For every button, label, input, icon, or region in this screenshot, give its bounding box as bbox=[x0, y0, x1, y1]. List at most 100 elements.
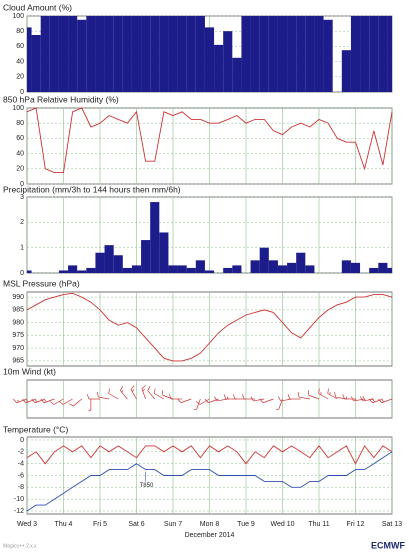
barb-staff bbox=[120, 391, 127, 399]
barb-staff bbox=[73, 399, 81, 406]
bar bbox=[241, 16, 250, 92]
barb-feather bbox=[13, 399, 16, 403]
barb-feather bbox=[97, 392, 98, 397]
barb-staff bbox=[63, 399, 73, 405]
bar bbox=[132, 16, 141, 92]
bar bbox=[41, 16, 50, 92]
bar bbox=[278, 16, 287, 92]
y-tick-label: 2 bbox=[20, 219, 24, 226]
bar bbox=[360, 16, 369, 92]
barb-staff bbox=[148, 391, 155, 399]
y-tick-label: 40 bbox=[16, 58, 24, 65]
barb-feather bbox=[360, 397, 363, 401]
panel-title: MSL Pressure (hPa) bbox=[3, 278, 80, 288]
barb-feather bbox=[142, 385, 146, 388]
bar bbox=[223, 31, 232, 92]
bar bbox=[187, 268, 196, 273]
y-tick-label: -8 bbox=[18, 484, 24, 491]
bar bbox=[132, 265, 141, 273]
bar bbox=[68, 16, 77, 92]
bar bbox=[159, 16, 168, 92]
x-tick-label: Thu 4 bbox=[55, 521, 73, 528]
y-tick-label: 20 bbox=[16, 74, 24, 81]
bar bbox=[378, 263, 387, 273]
wind-barb bbox=[131, 386, 137, 399]
panel-title: 10m Wind (kt) bbox=[3, 366, 56, 376]
bar bbox=[232, 265, 241, 273]
barb-feather bbox=[45, 400, 47, 402]
bar bbox=[305, 16, 314, 92]
bar bbox=[168, 16, 177, 92]
barb-feather bbox=[278, 397, 281, 401]
y-tick-label: -4 bbox=[18, 460, 24, 467]
bar bbox=[105, 245, 114, 273]
bar bbox=[305, 265, 314, 273]
bar bbox=[32, 35, 41, 92]
barb-feather bbox=[242, 394, 244, 399]
x-tick-label: Fri 12 bbox=[347, 521, 365, 528]
wind-barb bbox=[343, 394, 356, 399]
barb-feather bbox=[143, 389, 145, 391]
x-tick-label: Mon 8 bbox=[200, 521, 220, 528]
barb-feather bbox=[120, 386, 122, 390]
bar bbox=[141, 16, 150, 92]
y-tick-label: 985 bbox=[12, 307, 24, 314]
bar bbox=[296, 253, 305, 273]
barb-feather bbox=[148, 386, 150, 390]
bar bbox=[114, 255, 123, 273]
y-tick-label: 40 bbox=[16, 150, 24, 157]
barb-feather bbox=[109, 389, 110, 394]
y-tick-label: 100 bbox=[12, 105, 24, 112]
bar bbox=[50, 16, 59, 92]
bar bbox=[351, 263, 360, 273]
bar bbox=[77, 20, 86, 92]
barb-feather bbox=[298, 392, 299, 397]
barb-staff bbox=[181, 399, 191, 403]
annotation: T850 bbox=[140, 483, 154, 489]
y-tick-label: 0 bbox=[20, 270, 24, 277]
panel-title: Precipitation (mm/3h to 144 hours then m… bbox=[3, 184, 181, 194]
bar bbox=[59, 270, 68, 273]
bar bbox=[223, 268, 232, 273]
y-tick-label: 975 bbox=[12, 332, 24, 339]
barb-staff bbox=[309, 395, 319, 399]
wind-barb bbox=[319, 389, 329, 399]
wind-barb bbox=[309, 390, 319, 399]
y-tick-label: 990 bbox=[12, 294, 24, 301]
bar bbox=[77, 270, 86, 273]
bar bbox=[269, 260, 278, 273]
x-tick-label: Sat 6 bbox=[128, 521, 144, 528]
x-tick-label: Wed 3 bbox=[17, 521, 37, 528]
bar bbox=[260, 248, 269, 273]
panel-title: 850 hPa Relative Humidity (%) bbox=[3, 94, 119, 104]
barb-feather bbox=[154, 389, 155, 394]
barb-feather bbox=[17, 400, 19, 402]
bar bbox=[314, 16, 323, 92]
bar bbox=[27, 27, 32, 92]
bar bbox=[342, 260, 351, 273]
barb-feather bbox=[36, 400, 38, 402]
wind-barb bbox=[109, 389, 119, 399]
bar bbox=[95, 16, 104, 92]
bar bbox=[123, 268, 132, 273]
bar bbox=[150, 16, 159, 92]
y-tick-label: 965 bbox=[12, 358, 24, 365]
barb-feather bbox=[131, 386, 134, 390]
bar bbox=[387, 16, 392, 92]
bar bbox=[214, 45, 223, 92]
wind-barb bbox=[242, 394, 255, 399]
x-tick-label: Wed 10 bbox=[271, 521, 295, 528]
bar bbox=[105, 16, 114, 92]
bar bbox=[287, 263, 296, 273]
wind-barb bbox=[97, 392, 109, 399]
wind-barb bbox=[89, 399, 91, 411]
bar bbox=[141, 240, 150, 273]
y-tick-label: 100 bbox=[12, 13, 24, 20]
bar bbox=[387, 268, 392, 273]
bar bbox=[178, 16, 187, 92]
bar bbox=[205, 27, 214, 92]
wind-barb bbox=[298, 392, 310, 399]
bar bbox=[123, 16, 132, 92]
bar bbox=[296, 16, 305, 92]
